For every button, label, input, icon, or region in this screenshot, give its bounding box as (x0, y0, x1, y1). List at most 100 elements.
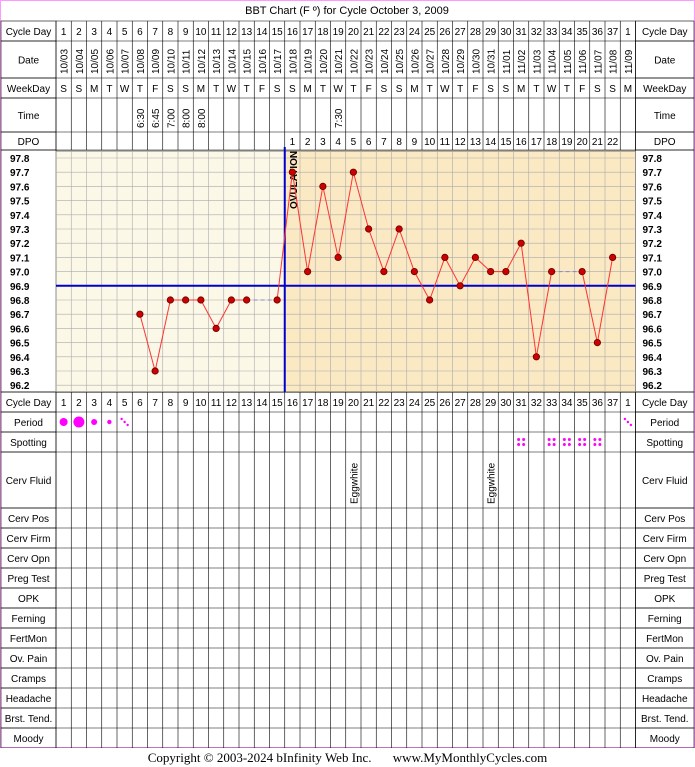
row-label-cerv_pos: Cerv Pos (644, 514, 685, 525)
weekday-label: W (333, 84, 343, 95)
cycle-day-label: 10 (195, 398, 207, 409)
row-label-moody: Moody (650, 734, 680, 745)
cycle-day-label: 26 (439, 27, 451, 38)
cycle-day-label: 34 (561, 398, 573, 409)
temperature-point (441, 253, 449, 261)
date-label: 10/16 (258, 49, 269, 74)
cycle-day-label: 9 (183, 27, 189, 38)
temperature-segment (596, 257, 614, 343)
weekday-label: T (320, 84, 326, 95)
spotting-dot (547, 443, 551, 446)
y-tick-label: 97.0 (10, 268, 30, 279)
cycle-day-label: 19 (333, 27, 345, 38)
weekday-label: W (227, 84, 237, 95)
dpo-label: 6 (366, 137, 372, 148)
period-spotting-dot (123, 420, 126, 424)
ovulation-label: OVULATION (289, 151, 300, 209)
temperature-segment (291, 172, 309, 272)
temperature-point (426, 296, 434, 304)
row-label-period: Period (14, 418, 43, 429)
cycle-day-label: 5 (122, 27, 128, 38)
date-label: 10/27 (426, 49, 437, 74)
y-tick-label: 97.4 (643, 211, 663, 222)
dpo-label: 20 (577, 137, 589, 148)
date-label: 10/31 (487, 49, 498, 74)
date-label: 10/22 (349, 49, 360, 74)
dpo-label: 21 (592, 137, 604, 148)
weekday-label: S (503, 84, 510, 95)
weekday-label: M (624, 84, 632, 95)
weekday-label: T (244, 84, 250, 95)
y-tick-label: 97.5 (643, 197, 663, 208)
dpo-label: 18 (546, 137, 558, 148)
temperature-point (288, 168, 296, 176)
period-dot (91, 419, 98, 425)
row-label-cerv_opn: Cerv Opn (643, 554, 686, 565)
temperature-point (227, 296, 235, 304)
cycle-day-label: 19 (333, 398, 345, 409)
cycle-day-label: 4 (107, 27, 113, 38)
date-label: 10/15 (243, 49, 254, 74)
time-label: 6:30 (136, 108, 147, 128)
cycle-day-label: 29 (485, 398, 497, 409)
dpo-label: 15 (500, 137, 512, 148)
weekday-label: F (472, 84, 478, 95)
weekday-label: T (457, 84, 463, 95)
row-label-period: Period (650, 418, 679, 429)
weekday-label: T (564, 84, 570, 95)
y-tick-label: 97.1 (643, 253, 663, 264)
spotting-dot (578, 443, 582, 446)
cycle-day-label: 10 (195, 27, 207, 38)
cycle-day-label: 12 (226, 27, 238, 38)
row-label-ov_pain: Ov. Pain (10, 654, 48, 665)
cycle-day-label: 2 (76, 27, 82, 38)
temperature-point (304, 267, 312, 276)
weekday-label: T (427, 84, 433, 95)
row-label-moody: Moody (13, 734, 43, 745)
date-label: 11/08 (609, 49, 620, 74)
row-label-cerv_firm: Cerv Firm (643, 534, 687, 545)
weekday-label: T (533, 84, 539, 95)
cycle-day-label: 21 (363, 398, 375, 409)
temperature-segment (307, 186, 324, 272)
cycle-day-label: 24 (409, 398, 421, 409)
date-label: 10/20 (319, 49, 330, 74)
dpo-label: 13 (470, 137, 482, 148)
site-link[interactable]: www.MyMonthlyCycles.com (392, 750, 548, 765)
temperature-point (197, 296, 205, 304)
y-tick-label: 96.5 (10, 339, 30, 350)
cycle-day-label: 17 (302, 27, 314, 38)
footer: Copyright © 2003-2024 bInfinity Web Inc.… (0, 748, 695, 767)
cycle-day-label: 20 (348, 398, 360, 409)
temperature-segment (383, 228, 400, 272)
period-dot (59, 418, 68, 426)
weekday-label: W (120, 84, 130, 95)
cycle-day-label: 26 (439, 398, 451, 409)
y-tick-label: 96.8 (643, 296, 663, 307)
row-label-dpo: DPO (18, 137, 40, 148)
weekday-label: S (609, 84, 616, 95)
y-tick-label: 97.6 (643, 182, 663, 193)
cycle-day-label: 18 (317, 398, 329, 409)
cycle-day-label: 31 (516, 398, 528, 409)
spotting-dot (552, 443, 556, 446)
cycle-day-label: 18 (317, 27, 329, 38)
weekday-label: M (517, 84, 525, 95)
temperature-point (136, 310, 144, 318)
temperature-point (380, 267, 388, 276)
temperature-point (273, 296, 281, 304)
temperature-segment (215, 299, 232, 329)
weekday-label: S (274, 84, 281, 95)
row-label-time: Time (654, 111, 676, 122)
cycle-day-label: 28 (470, 398, 482, 409)
spotting-dot (567, 438, 571, 441)
dpo-label: 3 (320, 137, 326, 148)
temperature-point (182, 296, 190, 304)
row-label-ferning: Ferning (648, 614, 682, 625)
weekday-label: W (547, 84, 557, 95)
cycle-day-label: 12 (226, 398, 238, 409)
date-label: 10/09 (151, 49, 162, 74)
temperature-segment (139, 314, 156, 372)
weekday-label: S (167, 84, 174, 95)
row-label-cycle_day: Cycle Day (6, 27, 52, 38)
